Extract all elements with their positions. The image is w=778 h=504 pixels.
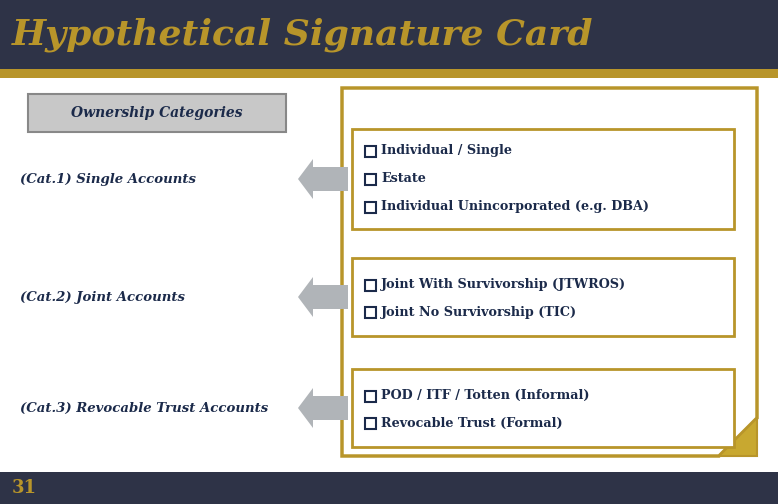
Bar — [352, 258, 734, 336]
Text: Revocable Trust (Formal): Revocable Trust (Formal) — [381, 417, 562, 429]
Text: Ownership Categories: Ownership Categories — [72, 106, 243, 120]
Text: Individual Unincorporated (e.g. DBA): Individual Unincorporated (e.g. DBA) — [381, 200, 649, 213]
Text: (Cat.2) Joint Accounts: (Cat.2) Joint Accounts — [20, 290, 185, 303]
Bar — [28, 94, 286, 132]
Text: Joint No Survivorship (TIC): Joint No Survivorship (TIC) — [381, 305, 577, 319]
Bar — [0, 0, 778, 70]
Text: Estate: Estate — [381, 172, 426, 185]
Bar — [0, 69, 778, 78]
Bar — [313, 285, 348, 309]
Bar — [352, 129, 734, 229]
Bar — [0, 78, 778, 472]
Text: 31: 31 — [12, 479, 37, 497]
Text: POD / ITF / Totten (Informal): POD / ITF / Totten (Informal) — [381, 389, 590, 402]
Bar — [365, 418, 376, 429]
Bar — [365, 202, 376, 213]
Text: (Cat.3) Revocable Trust Accounts: (Cat.3) Revocable Trust Accounts — [20, 402, 268, 414]
Text: Joint With Survivorship (JTWROS): Joint With Survivorship (JTWROS) — [381, 278, 626, 291]
Bar — [313, 396, 348, 420]
Bar — [365, 146, 376, 157]
Bar — [365, 280, 376, 291]
Polygon shape — [298, 277, 313, 317]
Bar — [352, 369, 734, 447]
Text: Individual / Single: Individual / Single — [381, 144, 512, 157]
Bar — [365, 173, 376, 184]
Bar — [365, 391, 376, 402]
Polygon shape — [298, 159, 313, 199]
Bar — [313, 167, 348, 191]
Polygon shape — [719, 418, 757, 456]
Polygon shape — [342, 88, 757, 456]
Text: (Cat.1) Single Accounts: (Cat.1) Single Accounts — [20, 172, 196, 185]
Bar — [0, 472, 778, 504]
Bar — [365, 307, 376, 318]
Polygon shape — [298, 388, 313, 428]
Text: Hypothetical Signature Card: Hypothetical Signature Card — [12, 18, 594, 52]
